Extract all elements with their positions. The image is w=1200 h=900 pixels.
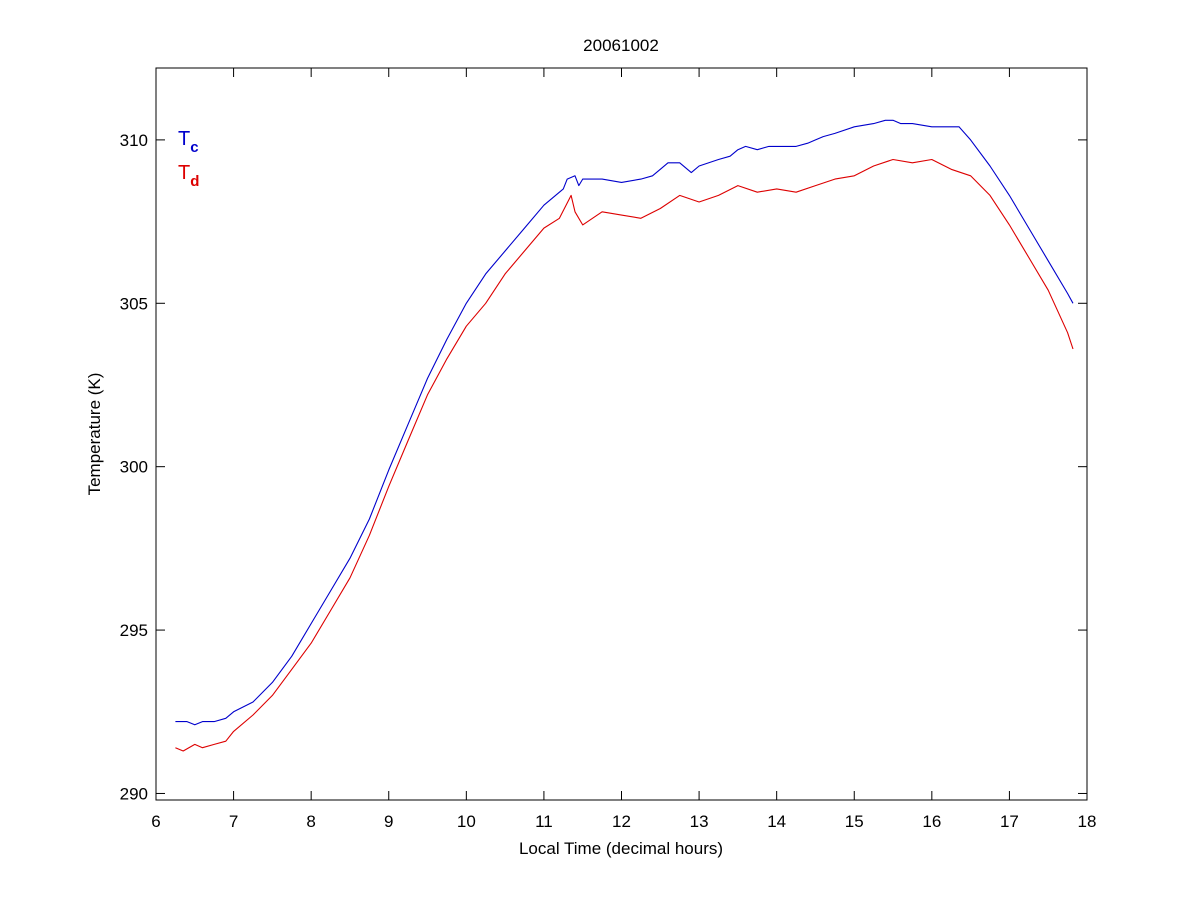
x-tick-label: 7 <box>229 812 238 831</box>
y-tick-label: 305 <box>120 294 148 313</box>
series-lines <box>175 119 1074 752</box>
x-tick-label: 14 <box>767 812 786 831</box>
x-tick-label: 9 <box>384 812 393 831</box>
x-axis-label: Local Time (decimal hours) <box>519 839 723 858</box>
legend-entry-td: Td <box>178 162 199 190</box>
series-line-td <box>175 158 1074 752</box>
x-tick-label: 8 <box>306 812 315 831</box>
x-tick-label: 18 <box>1078 812 1097 831</box>
legend-symbol: T <box>178 162 190 184</box>
y-axis-label: Temperature (K) <box>85 373 104 496</box>
legend-entry-tc: Tc <box>178 128 199 156</box>
legend-subscript: d <box>190 173 199 190</box>
x-tick-label: 15 <box>845 812 864 831</box>
series-line-tc <box>175 119 1074 726</box>
x-tick-label: 12 <box>612 812 631 831</box>
plot-area <box>155 67 1088 801</box>
x-tick-label: 6 <box>151 812 160 831</box>
legend-symbol: T <box>178 128 190 150</box>
chart-title: 20061002 <box>583 36 659 55</box>
x-tick-label: 16 <box>922 812 941 831</box>
x-tick-label: 17 <box>1000 812 1019 831</box>
x-tick-label: 10 <box>457 812 476 831</box>
legend-subscript: c <box>190 139 198 156</box>
x-tick-label: 13 <box>690 812 709 831</box>
y-tick-label: 295 <box>120 621 148 640</box>
x-tick-label: 11 <box>535 812 553 831</box>
axis-ticks: 6 7 8 9 10 11 12 13 14 15 16 17 18 290 295 300 305 310 <box>120 68 1097 831</box>
y-tick-label: 310 <box>120 131 148 150</box>
y-tick-label: 290 <box>120 784 148 803</box>
y-tick-label: 300 <box>120 458 148 477</box>
